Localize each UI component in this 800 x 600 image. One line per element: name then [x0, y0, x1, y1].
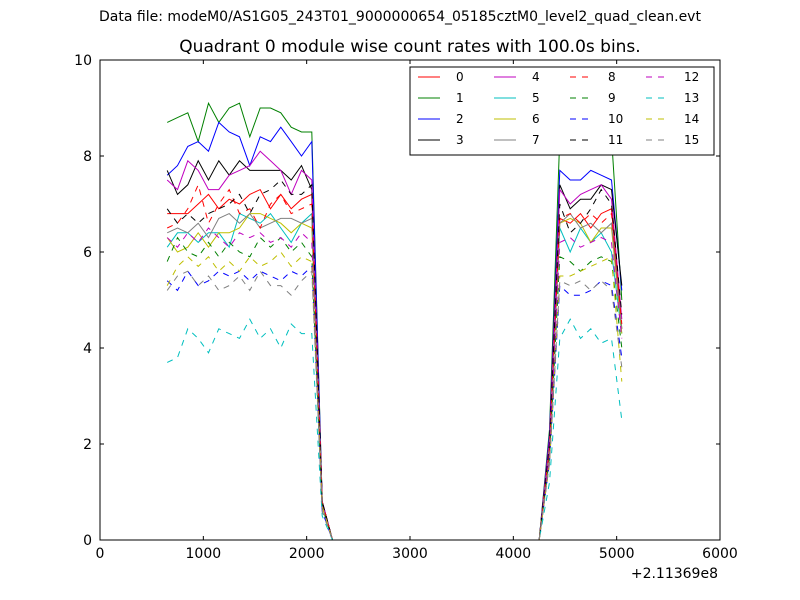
series-line-9 — [166, 236, 623, 541]
y-tick-label: 4 — [83, 341, 92, 357]
x-tick-label: 5000 — [599, 546, 635, 562]
y-tick-label: 2 — [83, 437, 92, 453]
legend-label-11: 11 — [608, 133, 623, 147]
legend-label-8: 8 — [608, 70, 616, 84]
legend-label-14: 14 — [684, 112, 699, 126]
legend-label-12: 12 — [684, 70, 699, 84]
legend-label-3: 3 — [456, 133, 464, 147]
legend-label-10: 10 — [608, 112, 623, 126]
x-tick-label: 2000 — [289, 546, 325, 562]
series-line-14 — [166, 251, 623, 541]
series-line-15 — [166, 270, 623, 541]
legend-label-2: 2 — [456, 112, 464, 126]
legend-label-1: 1 — [456, 91, 464, 105]
x-tick-label: 0 — [96, 546, 105, 562]
y-tick-label: 6 — [83, 245, 92, 261]
series-line-4 — [166, 150, 623, 541]
legend-label-0: 0 — [456, 70, 464, 84]
x-tick-label: 4000 — [496, 546, 532, 562]
series-lines — [166, 101, 623, 541]
chart-title: Quadrant 0 module wise count rates with … — [179, 37, 640, 57]
legend-label-5: 5 — [532, 91, 540, 105]
legend-label-9: 9 — [608, 91, 616, 105]
x-tick-label: 3000 — [392, 546, 428, 562]
y-tick-label: 10 — [74, 53, 92, 69]
x-tick-label: 1000 — [186, 546, 222, 562]
legend-label-4: 4 — [532, 70, 540, 84]
x-offset-label: +2.11369e8 — [631, 566, 718, 582]
legend-label-6: 6 — [532, 112, 540, 126]
legend-label-13: 13 — [684, 91, 699, 105]
data-file-label: Data file: modeM0/AS1G05_243T01_90000006… — [99, 9, 701, 25]
x-tick-label: 6000 — [702, 546, 738, 562]
y-tick-label: 0 — [83, 533, 92, 549]
y-tick-label: 8 — [83, 149, 92, 165]
legend-label-7: 7 — [532, 133, 540, 147]
legend-label-15: 15 — [684, 133, 699, 147]
